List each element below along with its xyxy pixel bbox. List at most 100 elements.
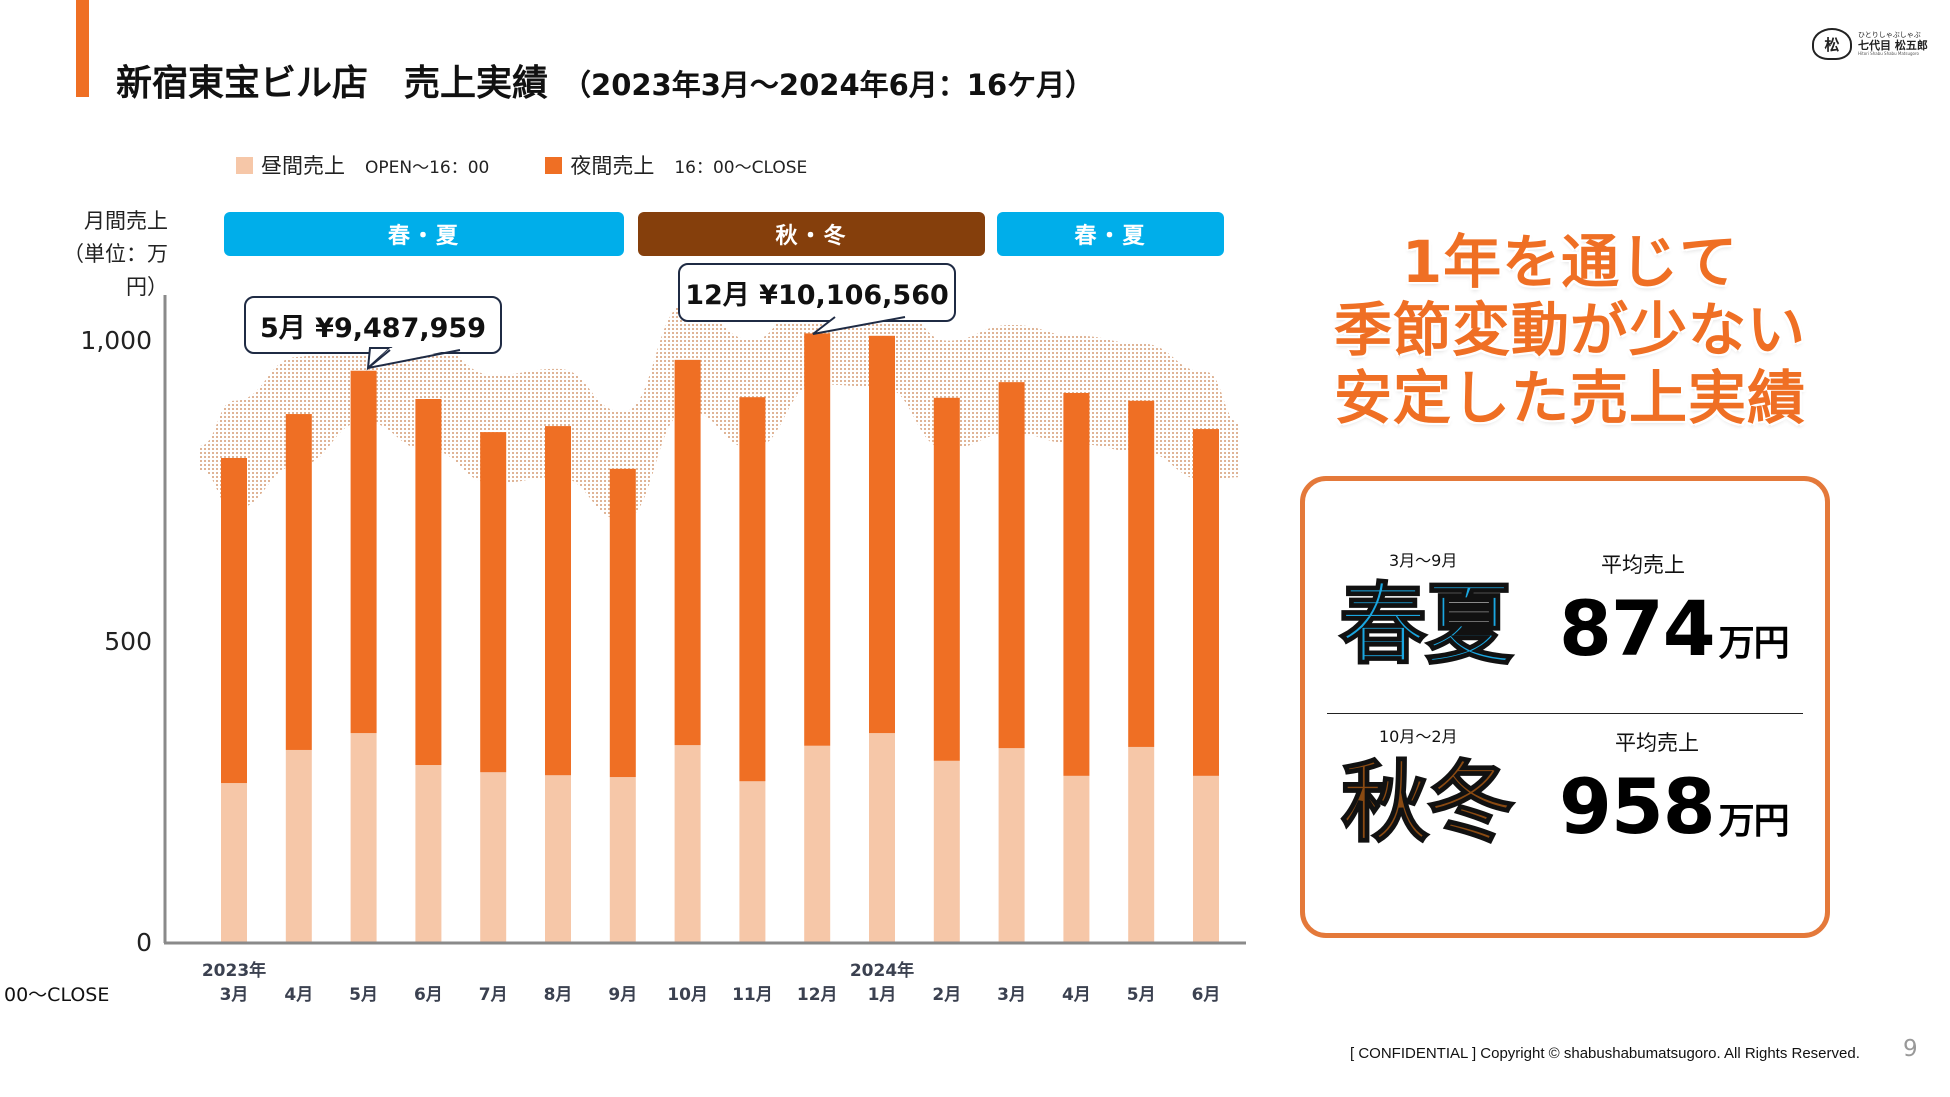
x-tick-label: 3月 bbox=[997, 985, 1026, 1005]
bar-night-sales bbox=[869, 335, 895, 734]
bar-day-sales bbox=[221, 783, 247, 942]
x-tick-label: 6月 bbox=[414, 985, 443, 1005]
season-range: 3月〜9月 bbox=[1389, 551, 1458, 570]
title-period: （2023年3月〜2024年6月：16ケ月） bbox=[562, 68, 1095, 102]
bar-day-sales bbox=[350, 733, 377, 942]
bar-day-sales bbox=[739, 781, 766, 942]
bar-day-sales bbox=[285, 749, 312, 942]
avg-value: 958 万円 bbox=[1559, 769, 1790, 845]
legend-note: 16：00〜CLOSE bbox=[674, 157, 808, 178]
title-main: 新宿東宝ビル店 売上実績 bbox=[116, 63, 549, 104]
x-tick-label: 3月 bbox=[220, 985, 249, 1005]
bar-night-sales bbox=[480, 432, 507, 773]
headline-line2: 季節変動が少ない bbox=[1333, 296, 1806, 364]
callout-may-2023: 5月 ¥9,487,959 bbox=[244, 296, 502, 354]
bar-day-sales bbox=[869, 733, 895, 942]
logo-name: 七代目 松五郎 bbox=[1858, 38, 1928, 52]
bar-night-sales bbox=[674, 359, 701, 746]
legend-label: 夜間売上 bbox=[570, 154, 655, 178]
legend-day-sales: 昼間売上 OPEN〜16：00 bbox=[236, 150, 489, 180]
avg-number: 874 bbox=[1559, 584, 1716, 673]
bar-day-sales bbox=[1193, 775, 1219, 942]
headline: 1年を通じて 季節変動が少ない 安定した売上実績 bbox=[1300, 228, 1840, 432]
x-tick-label: 10月 bbox=[667, 985, 708, 1005]
season-range: 10月〜2月 bbox=[1379, 727, 1458, 746]
trend-band bbox=[200, 276, 1240, 520]
x-tick-label: 4月 bbox=[284, 985, 313, 1005]
bar-night-sales bbox=[804, 333, 831, 746]
y-tick-label: 500 bbox=[104, 627, 152, 656]
legend-note: OPEN〜16：00 bbox=[365, 157, 490, 178]
y-tick-label: 0 bbox=[136, 928, 152, 957]
season-name-autumn-winter: 秋冬 bbox=[1340, 751, 1516, 854]
title-accent-bar bbox=[76, 0, 89, 97]
y-tick-label: 1,000 bbox=[80, 326, 152, 355]
logo-romaji: Hitori Shabu Shabu Matsugoro bbox=[1858, 50, 1919, 56]
logo-tagline: ひとりしゃぶしゃぶ bbox=[1858, 30, 1921, 39]
avg-unit: 万円 bbox=[1718, 801, 1790, 842]
x-tick-label: 1月 bbox=[868, 985, 897, 1005]
bar-night-sales bbox=[1128, 400, 1155, 747]
x-tick-label: 6月 bbox=[1192, 985, 1221, 1005]
page-number: 9 bbox=[1903, 1036, 1918, 1062]
bar-day-sales bbox=[609, 777, 636, 942]
callout-december-tail bbox=[812, 316, 906, 335]
bar-night-sales bbox=[739, 397, 766, 782]
bar-night-sales bbox=[415, 398, 442, 766]
bar-day-sales bbox=[1063, 775, 1090, 942]
x-tick-label: 7月 bbox=[479, 985, 508, 1005]
bar-night-sales bbox=[1063, 392, 1090, 776]
headline-line1: 1年を通じて bbox=[1401, 228, 1739, 296]
x-tick-label: 4月 bbox=[1062, 985, 1091, 1005]
headline-line3: 安定した売上実績 bbox=[1333, 364, 1806, 432]
summary-divider bbox=[1327, 713, 1803, 714]
bar-night-sales bbox=[221, 457, 247, 784]
brand-logo: 松 ひとりしゃぶしゃぶ 七代目 松五郎 Hitori Shabu Shabu M… bbox=[1812, 28, 1928, 60]
bar-day-sales bbox=[480, 772, 507, 942]
stacked-bar-chart: 3月 4月 5月 6月 7月 8月 9月 10月 11月 12月 1月 2月 3月 4月 5月 6月 2023年… bbox=[80, 276, 1246, 1005]
x-tick-label: 9月 bbox=[608, 985, 637, 1005]
avg-label: 平均売上 bbox=[1601, 553, 1685, 577]
bar-day-sales bbox=[415, 765, 442, 942]
avg-unit: 万円 bbox=[1718, 623, 1790, 664]
bar-night-sales bbox=[609, 468, 636, 778]
bar-night-sales bbox=[285, 414, 312, 750]
bar-day-sales bbox=[1128, 746, 1155, 942]
x-year-label: 2023年 bbox=[202, 960, 266, 981]
x-tick-label: 12月 bbox=[797, 985, 838, 1005]
y-axis-title-line1: 月間売上 bbox=[84, 209, 168, 233]
x-tick-label: 11月 bbox=[732, 985, 773, 1005]
pine-logo-icon: 松 bbox=[1812, 28, 1852, 60]
bar-night-sales bbox=[545, 426, 571, 776]
season-band-spring-summer-2: 春・夏 bbox=[997, 212, 1224, 256]
legend-night-sales: 夜間売上 16：00〜CLOSE bbox=[545, 150, 807, 180]
bar-night-sales bbox=[350, 370, 377, 734]
legend-swatch-night bbox=[545, 156, 563, 174]
summary-spring-summer: 3月〜9月 平均売上 春夏 874 万円 bbox=[1305, 481, 1825, 681]
y-axis-title-line2: （単位：万円） bbox=[63, 242, 168, 299]
chart-legend: 昼間売上 OPEN〜16：00 夜間売上 16：00〜CLOSE bbox=[236, 150, 807, 180]
bar-night-sales bbox=[933, 397, 960, 761]
avg-label: 平均売上 bbox=[1615, 731, 1699, 755]
legend-swatch-day bbox=[236, 156, 253, 174]
bar-day-sales bbox=[804, 745, 831, 942]
bar-day-sales bbox=[933, 760, 960, 942]
season-name-spring-summer: 春夏 bbox=[1338, 573, 1514, 676]
avg-value: 874 万円 bbox=[1559, 591, 1790, 667]
season-summary-box: 3月〜9月 平均売上 春夏 874 万円 10月〜2月 平均売上 秋冬 958 万円 bbox=[1300, 476, 1830, 938]
x-tick-label: 2月 bbox=[932, 985, 961, 1005]
page-title: 新宿東宝ビル店 売上実績 （2023年3月〜2024年6月：16ケ月） bbox=[116, 54, 1094, 106]
legend-label: 昼間売上 bbox=[261, 154, 345, 178]
bar-night-sales bbox=[998, 382, 1025, 749]
summary-autumn-winter: 10月〜2月 平均売上 秋冬 958 万円 bbox=[1305, 703, 1825, 903]
callout-may-tail bbox=[366, 347, 461, 371]
callout-december-2023: 12月 ¥10,106,560 bbox=[678, 263, 956, 322]
bar-day-sales bbox=[545, 775, 571, 942]
season-band-autumn-winter: 秋・冬 bbox=[638, 212, 985, 256]
bar-day-sales bbox=[674, 745, 701, 942]
x-tick-label: 5月 bbox=[1127, 985, 1156, 1005]
x-year-label: 2024年 bbox=[850, 960, 914, 981]
footer-copyright: [ CONFIDENTIAL ] Copyright © shabushabum… bbox=[1350, 1045, 1860, 1062]
avg-number: 958 bbox=[1559, 762, 1716, 851]
x-tick-label: 5月 bbox=[349, 985, 378, 1005]
